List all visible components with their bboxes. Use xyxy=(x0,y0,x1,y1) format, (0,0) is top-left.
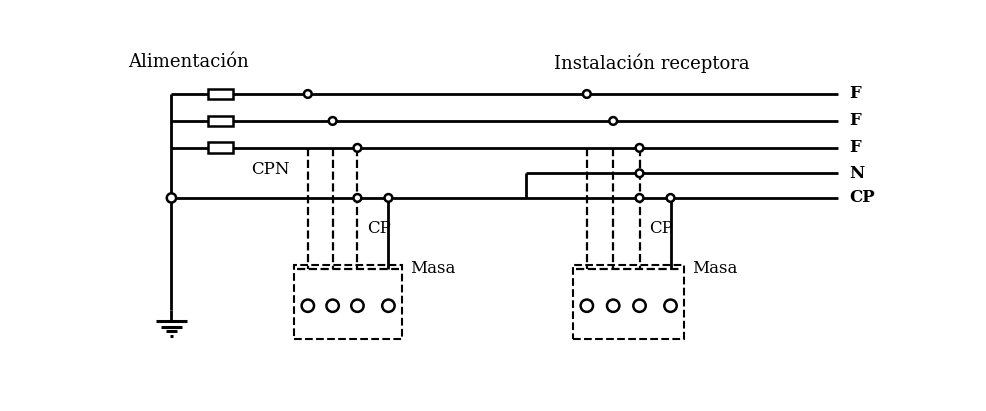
Circle shape xyxy=(635,169,643,177)
Bar xyxy=(208,143,233,153)
Text: CPN: CPN xyxy=(251,161,290,178)
Circle shape xyxy=(666,194,673,202)
Circle shape xyxy=(382,300,394,312)
Circle shape xyxy=(353,144,361,152)
Text: Masa: Masa xyxy=(410,260,455,277)
Circle shape xyxy=(385,194,391,202)
Text: CP: CP xyxy=(367,220,390,237)
Circle shape xyxy=(583,90,590,98)
Circle shape xyxy=(664,300,676,312)
Text: CP: CP xyxy=(849,189,875,206)
Circle shape xyxy=(328,117,336,125)
Bar xyxy=(572,265,683,339)
Circle shape xyxy=(606,300,619,312)
Bar xyxy=(208,89,233,99)
Circle shape xyxy=(633,300,645,312)
Circle shape xyxy=(351,300,363,312)
Circle shape xyxy=(304,90,312,98)
Text: Instalación receptora: Instalación receptora xyxy=(554,53,749,73)
Text: F: F xyxy=(849,113,861,129)
Circle shape xyxy=(326,300,338,312)
Text: N: N xyxy=(849,165,864,182)
Circle shape xyxy=(167,193,176,203)
Circle shape xyxy=(353,194,361,202)
Circle shape xyxy=(302,300,314,312)
Circle shape xyxy=(635,144,643,152)
Text: Masa: Masa xyxy=(691,260,737,277)
Circle shape xyxy=(608,117,616,125)
Text: CP: CP xyxy=(648,220,672,237)
Text: F: F xyxy=(849,139,861,156)
Text: F: F xyxy=(849,85,861,102)
Circle shape xyxy=(580,300,593,312)
Bar xyxy=(208,115,233,126)
Circle shape xyxy=(635,194,643,202)
Bar xyxy=(294,265,402,339)
Text: Alimentación: Alimentación xyxy=(128,53,248,71)
